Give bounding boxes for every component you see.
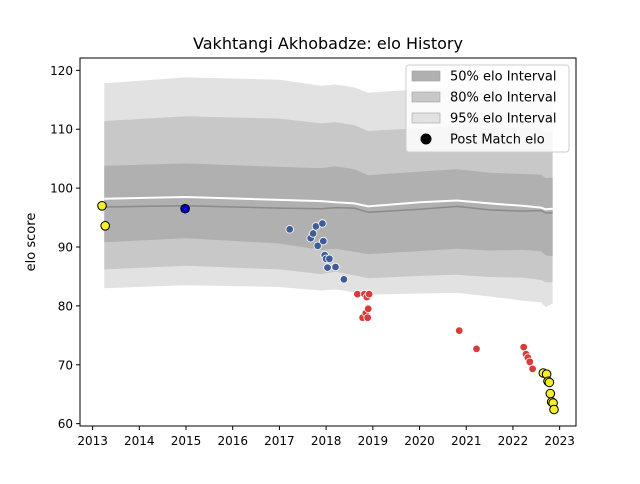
x-tick-label: 2017 (264, 434, 295, 448)
data-point-red (364, 304, 373, 313)
data-point-yellow (545, 388, 556, 399)
legend-label: 80% elo Interval (450, 91, 557, 106)
median-line (104, 205, 553, 214)
y-tick-label: 70 (58, 358, 73, 372)
y-tick-label: 60 (58, 417, 73, 431)
data-point-red (455, 326, 464, 335)
legend-label: 95% elo Interval (450, 112, 557, 127)
x-tick-label: 2022 (498, 434, 529, 448)
x-tick-label: 2019 (358, 434, 389, 448)
legend-swatch (411, 70, 441, 82)
y-axis-label: elo score (24, 213, 39, 272)
x-tick-label: 2020 (404, 434, 435, 448)
x-tick-label: 2018 (311, 434, 342, 448)
data-point-blue (180, 203, 190, 214)
data-point-darkblue (339, 275, 349, 284)
x-tick-label: 2021 (451, 434, 482, 448)
data-point-red (528, 364, 537, 374)
data-point-darkblue (323, 263, 332, 272)
data-point-red (353, 289, 362, 299)
axes-frame (79, 57, 577, 427)
data-point-red (364, 289, 374, 299)
legend-box (405, 64, 570, 153)
data-point-darkblue (313, 241, 322, 250)
x-tick-label: 2016 (217, 434, 248, 448)
y-tick-label: 90 (58, 241, 73, 255)
band-50-interval (104, 163, 553, 257)
data-point-darkblue (318, 219, 327, 228)
legend-label: Post Match elo (450, 133, 545, 148)
data-point-darkblue (319, 236, 328, 246)
data-point-darkblue (325, 254, 334, 263)
axes: 2013 2014 2015 2016 2017 2018 2019 2020 2021 2022… (50, 57, 577, 448)
legend-label: 50% elo Interval (450, 70, 557, 85)
mean-line (104, 195, 553, 211)
data-point-yellow (97, 201, 107, 211)
data-point-darkblue (308, 229, 318, 238)
data-point-darkblue (331, 262, 340, 272)
data-point-darkblue (285, 225, 294, 234)
data-point-yellow (549, 404, 559, 415)
legend-swatch (411, 112, 441, 124)
data-point-red (519, 342, 528, 352)
y-tick-label: 110 (50, 123, 73, 137)
legend: 50% elo Interval 80% elo Interval 95% elo … (405, 64, 570, 153)
x-tick-label: 2013 (77, 434, 108, 448)
x-tick-label: 2014 (124, 434, 155, 448)
x-tick-label: 2015 (171, 434, 202, 448)
legend-marker (420, 133, 432, 145)
data-point-red (525, 357, 534, 366)
data-point-yellow (544, 377, 555, 388)
y-tick-label: 120 (50, 64, 73, 78)
x-tick-label: 2023 (544, 434, 575, 448)
data-point-red (363, 313, 372, 322)
data-point-red (472, 344, 481, 354)
y-tick-label: 100 (50, 182, 73, 196)
legend-swatch (411, 91, 441, 103)
chart-title: Vakhtangi Akhobadze: elo History (193, 34, 463, 53)
y-tick-label: 80 (58, 299, 73, 313)
data-point-yellow (100, 221, 110, 231)
